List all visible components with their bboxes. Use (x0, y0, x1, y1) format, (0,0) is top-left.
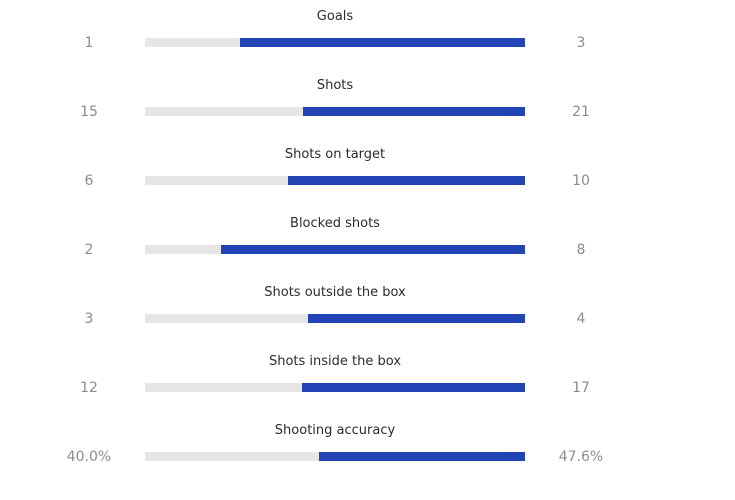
away-value: 8 (576, 242, 586, 258)
away-value: 3 (576, 35, 586, 51)
away-bar (221, 245, 525, 254)
stat-label: Shots inside the box (268, 354, 402, 369)
stat-bar-track (145, 245, 525, 254)
stat-bar-track (145, 107, 525, 116)
stat-row: Shots 15 21 (0, 77, 735, 125)
stat-bar-track (145, 38, 525, 47)
away-value: 10 (572, 173, 590, 189)
away-bar (302, 383, 525, 392)
stat-bar-track (145, 314, 525, 323)
stat-label: Shots outside the box (264, 285, 406, 300)
away-bar (287, 176, 525, 185)
stat-row: Shooting accuracy 40.0% 47.6% (0, 422, 735, 470)
stat-row: Shots on target 6 10 (0, 146, 735, 194)
stat-row: Shots outside the box 3 4 (0, 284, 735, 332)
home-value: 40.0% (66, 449, 112, 465)
away-bar (318, 452, 525, 461)
stat-label: Shots on target (284, 147, 386, 162)
home-value: 12 (80, 380, 98, 396)
away-value: 17 (572, 380, 590, 396)
stat-row: Goals 1 3 (0, 8, 735, 56)
stat-label: Goals (316, 9, 354, 24)
home-value: 2 (84, 242, 94, 258)
away-value: 47.6% (558, 449, 604, 465)
home-value: 3 (84, 311, 94, 327)
away-value: 21 (572, 104, 590, 120)
away-value: 4 (576, 311, 586, 327)
stat-label: Blocked shots (290, 216, 380, 231)
stat-label: Shots (316, 78, 354, 93)
stat-row: Shots inside the box 12 17 (0, 353, 735, 401)
stat-bar-track (145, 452, 525, 461)
home-value: 6 (84, 173, 94, 189)
away-bar (240, 38, 525, 47)
away-bar (303, 107, 525, 116)
away-bar (307, 314, 525, 323)
stat-label: Shooting accuracy (274, 423, 396, 438)
home-value: 1 (84, 35, 94, 51)
stat-bar-track (145, 383, 525, 392)
stat-row: Blocked shots 2 8 (0, 215, 735, 263)
stat-bar-track (145, 176, 525, 185)
home-value: 15 (80, 104, 98, 120)
